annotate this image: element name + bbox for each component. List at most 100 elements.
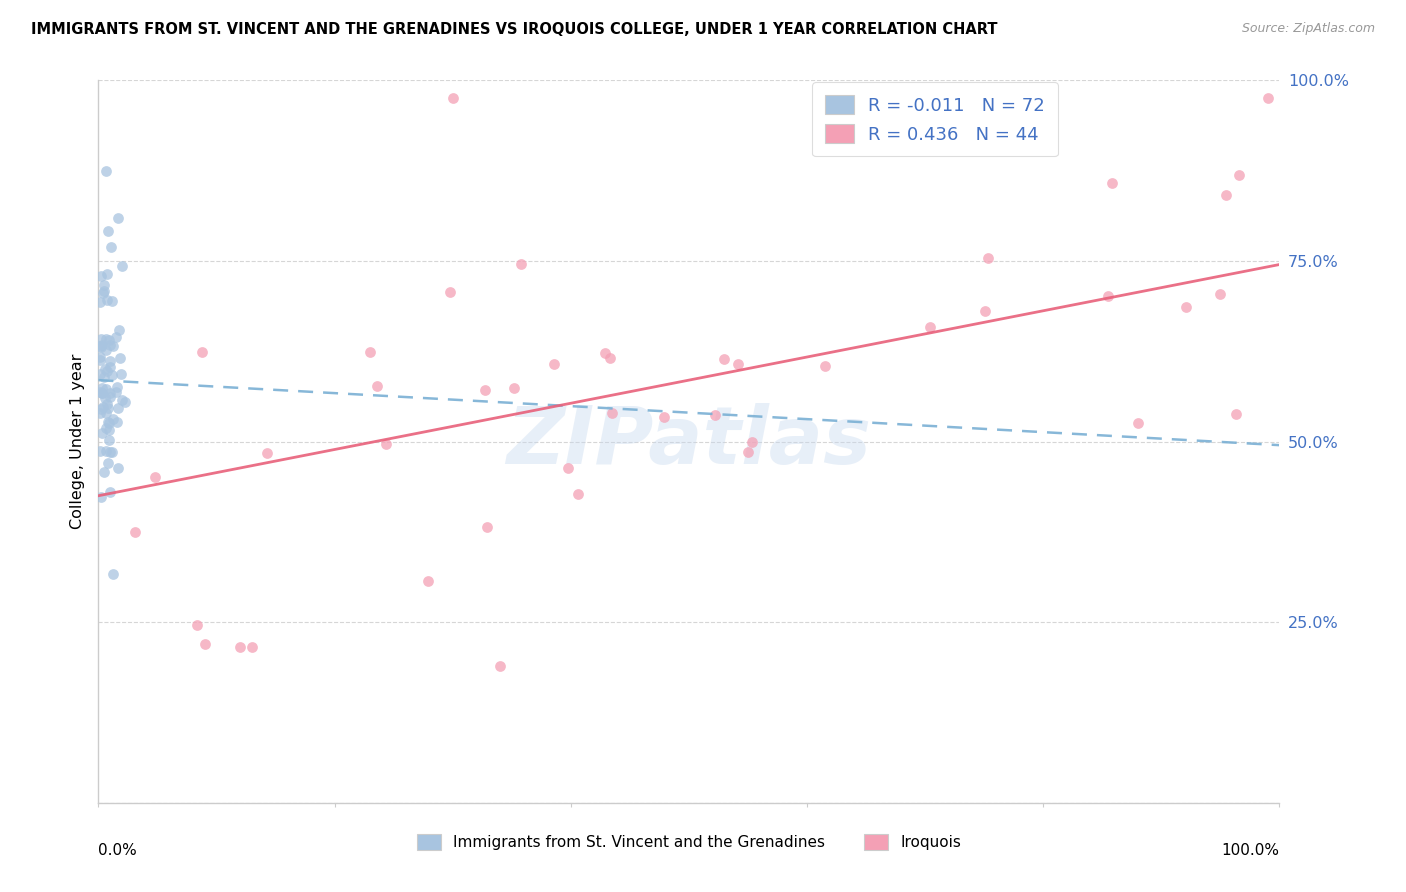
Point [105,415,128,429]
Point [108,351,131,365]
Point [94,421,117,435]
Point [97,401,120,415]
Point [91,337,114,351]
Point [97,416,120,430]
Point [359,345,381,359]
Point [439,285,461,299]
Point [97,456,120,470]
Point [96,364,118,378]
Point [366,379,388,393]
Point [101,445,124,459]
Point [1227,168,1250,182]
Point [94,406,117,420]
Point [1101,176,1123,190]
Point [477,520,499,534]
Point [89,350,111,364]
Point [90,332,112,346]
Point [101,293,124,308]
Point [98,423,121,437]
Point [101,411,124,425]
Point [93,361,115,376]
Point [107,211,129,226]
Point [97,224,120,238]
Point [814,359,837,373]
Point [91,400,114,414]
Point [474,383,496,397]
Point [105,385,128,400]
Point [727,357,749,371]
Point [98,359,121,374]
Point [98,386,121,401]
Point [107,461,129,475]
Point [557,461,579,475]
Point [101,566,124,581]
Point [97,417,120,431]
Point [90,380,112,394]
Point [98,337,121,351]
Point [101,338,124,352]
Legend: Immigrants from St. Vincent and the Grenadines, Iroquois: Immigrants from St. Vincent and the Gren… [411,829,967,856]
Point [105,380,128,394]
Point [101,368,124,382]
Point [654,410,676,425]
Point [91,285,114,300]
Text: 100.0%: 100.0% [1222,843,1279,857]
Point [143,470,166,484]
Point [96,267,118,281]
Point [110,367,132,381]
Point [91,425,114,440]
Point [98,390,121,404]
Point [489,659,512,673]
Point [89,385,111,400]
Point [107,401,129,415]
Point [98,445,121,459]
Point [114,394,136,409]
Point [96,444,118,458]
Point [89,368,111,382]
Point [100,240,122,254]
Point [1126,416,1149,430]
Point [1209,286,1232,301]
Point [90,340,112,354]
Point [1257,91,1279,105]
Point [191,344,214,359]
Point [93,465,115,479]
Point [89,444,111,458]
Y-axis label: College, Under 1 year: College, Under 1 year [69,354,84,529]
Point [1097,288,1119,302]
Point [599,351,621,365]
Point [918,320,941,334]
Point [543,357,565,371]
Point [93,277,115,292]
Point [100,353,122,368]
Point [94,343,117,357]
Point [89,295,111,310]
Point [93,284,115,298]
Point [90,401,112,416]
Point [502,381,524,395]
Point [89,353,111,368]
Point [593,345,616,359]
Point [1175,300,1198,314]
Point [105,330,128,344]
Point [111,392,134,407]
Point [418,574,440,588]
Text: ZIPatlas: ZIPatlas [506,402,872,481]
Point [229,640,252,655]
Text: IMMIGRANTS FROM ST. VINCENT AND THE GRENADINES VS IROQUOIS COLLEGE, UNDER 1 YEAR: IMMIGRANTS FROM ST. VINCENT AND THE GREN… [31,22,997,37]
Point [124,524,146,539]
Point [96,397,118,411]
Point [89,339,111,353]
Point [977,251,1000,265]
Point [94,163,117,178]
Point [1215,188,1237,202]
Point [240,640,263,655]
Text: 0.0%: 0.0% [98,843,138,857]
Point [509,257,531,271]
Point [94,332,117,346]
Point [737,445,759,459]
Point [90,490,112,504]
Point [441,91,464,105]
Point [94,391,117,405]
Point [98,333,121,347]
